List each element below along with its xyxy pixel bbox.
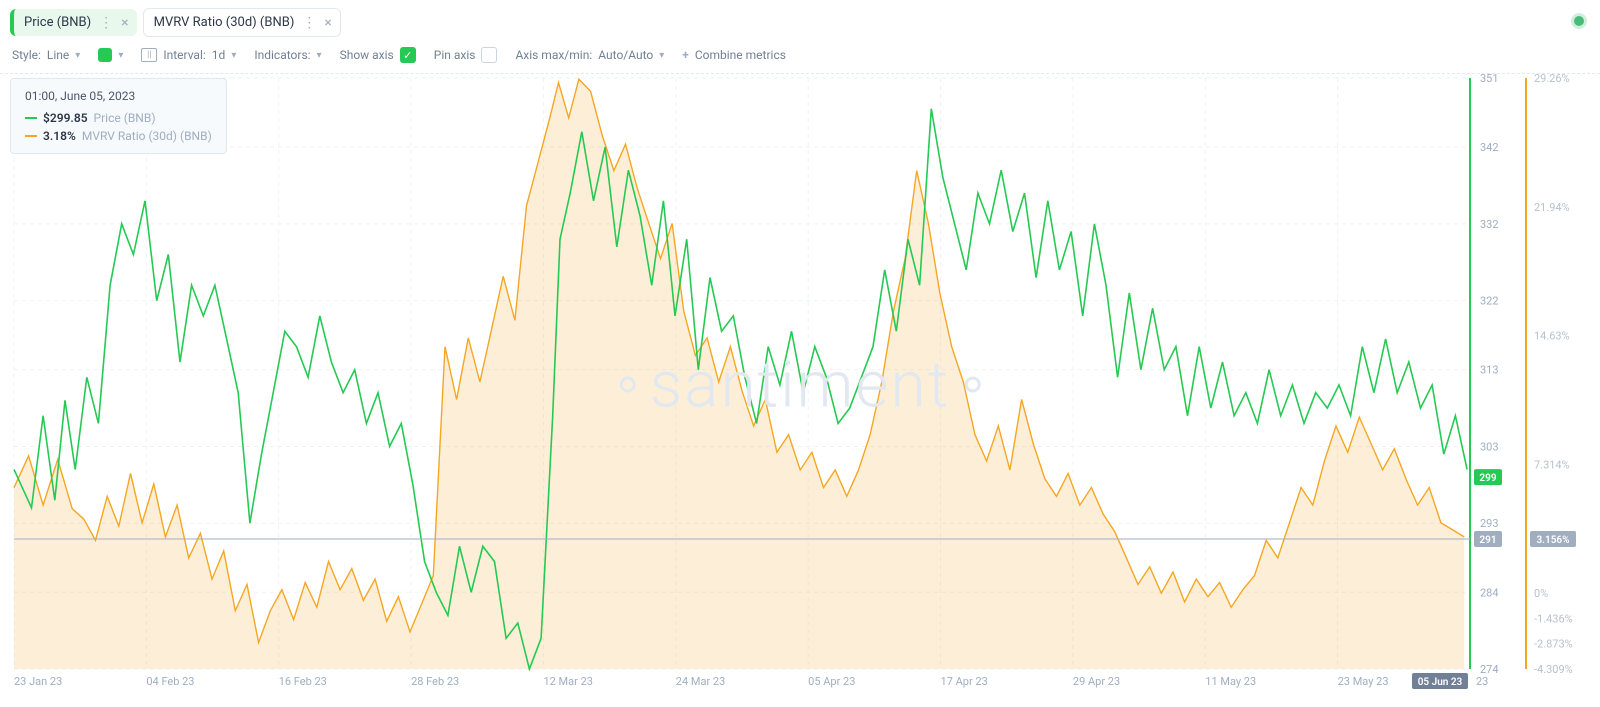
combine-metrics-button[interactable]: + Combine metrics (682, 48, 786, 62)
svg-text:12 Mar 23: 12 Mar 23 (543, 675, 592, 688)
style-value: Line (47, 48, 69, 62)
svg-text:23: 23 (1476, 675, 1488, 688)
svg-text:28 Feb 23: 28 Feb 23 (411, 675, 459, 688)
svg-text:-4.309%: -4.309% (1534, 663, 1573, 676)
axis-minmax-value: Auto/Auto (598, 48, 653, 62)
chart-svg: 23 Jan 23 04 Feb 23 16 Feb 23 28 Feb 23 12 M… (10, 70, 1590, 699)
close-icon[interactable]: × (324, 16, 331, 30)
tooltip-value: 3.18% (43, 129, 76, 143)
more-icon[interactable]: ⋮ (302, 16, 316, 30)
interval-value: 1d (212, 48, 226, 62)
svg-text:299: 299 (1479, 473, 1496, 484)
metric-tabs: Price (BNB) ⋮ × MVRV Ratio (30d) (BNB) ⋮… (0, 0, 1600, 41)
tooltip-datetime: 01:00, June 05, 2023 (25, 89, 212, 103)
tab-label: MVRV Ratio (30d) (BNB) (154, 15, 295, 30)
more-icon[interactable]: ⋮ (99, 16, 113, 30)
series-color-icon (25, 117, 37, 119)
color-selector[interactable]: ▾ (98, 48, 123, 62)
interval-icon: || (141, 48, 157, 62)
svg-text:351: 351 (1480, 72, 1499, 85)
show-axis-label: Show axis (340, 48, 394, 62)
tooltip-row: $299.85 Price (BNB) (25, 111, 212, 125)
tab-price-bnb[interactable]: Price (BNB) ⋮ × (10, 9, 137, 36)
series-color-icon (25, 135, 37, 137)
plus-icon: + (682, 48, 689, 62)
color-chip (98, 48, 112, 62)
chart-area[interactable]: santiment 23 Jan 2304 Feb 2316 Feb 2328 … (10, 70, 1590, 699)
chevron-down-icon: ▾ (231, 50, 236, 61)
chart-tooltip: 01:00, June 05, 2023 $299.85 Price (BNB)… (10, 78, 227, 154)
svg-text:21.94%: 21.94% (1534, 201, 1570, 214)
svg-text:05 Jun 23: 05 Jun 23 (1418, 677, 1463, 688)
chevron-down-icon: ▾ (659, 50, 664, 61)
chevron-down-icon: ▾ (317, 50, 322, 61)
style-selector[interactable]: Style: Line ▾ (12, 48, 80, 62)
svg-text:14.63%: 14.63% (1534, 330, 1570, 343)
close-icon[interactable]: × (121, 16, 128, 30)
show-axis-toggle[interactable]: Show axis ✓ (340, 47, 416, 63)
interval-label: Interval: (163, 48, 205, 62)
svg-text:3.156%: 3.156% (1536, 535, 1569, 546)
svg-text:-1.436%: -1.436% (1534, 612, 1573, 625)
svg-text:29 Apr 23: 29 Apr 23 (1073, 675, 1120, 688)
checkbox-unchecked-icon[interactable] (481, 47, 497, 63)
svg-text:322: 322 (1480, 295, 1499, 308)
tooltip-value: $299.85 (43, 111, 88, 125)
svg-text:23 Jan 23: 23 Jan 23 (14, 675, 62, 688)
svg-text:24 Mar 23: 24 Mar 23 (676, 675, 725, 688)
chevron-down-icon: ▾ (75, 50, 80, 61)
svg-text:05 Apr 23: 05 Apr 23 (808, 675, 855, 688)
axis-minmax-label: Axis max/min: (515, 48, 592, 62)
svg-text:29.26%: 29.26% (1534, 72, 1570, 85)
indicators-selector[interactable]: Indicators: ▾ (254, 48, 321, 62)
svg-text:7.314%: 7.314% (1534, 458, 1570, 471)
tab-mvrv-bnb[interactable]: MVRV Ratio (30d) (BNB) ⋮ × (143, 8, 341, 37)
tooltip-label: MVRV Ratio (30d) (BNB) (82, 129, 212, 143)
svg-text:303: 303 (1480, 440, 1499, 453)
svg-text:16 Feb 23: 16 Feb 23 (279, 675, 327, 688)
tooltip-label: Price (BNB) (94, 111, 156, 125)
pin-axis-toggle[interactable]: Pin axis (434, 47, 498, 63)
status-indicator-icon (1574, 16, 1584, 26)
tooltip-row: 3.18% MVRV Ratio (30d) (BNB) (25, 129, 212, 143)
svg-text:11 May 23: 11 May 23 (1205, 675, 1256, 688)
indicators-label: Indicators: (254, 48, 310, 62)
svg-text:291: 291 (1479, 535, 1496, 546)
svg-text:293: 293 (1480, 517, 1499, 530)
interval-selector[interactable]: || Interval: 1d ▾ (141, 48, 236, 62)
chevron-down-icon: ▾ (118, 50, 123, 61)
pin-axis-label: Pin axis (434, 48, 476, 62)
svg-text:23 May 23: 23 May 23 (1338, 675, 1389, 688)
combine-label: Combine metrics (695, 48, 786, 62)
svg-text:332: 332 (1480, 218, 1499, 231)
svg-text:04 Feb 23: 04 Feb 23 (146, 675, 194, 688)
svg-text:0%: 0% (1534, 587, 1548, 600)
svg-text:17 Apr 23: 17 Apr 23 (941, 675, 988, 688)
svg-text:-2.873%: -2.873% (1534, 638, 1573, 651)
tab-label: Price (BNB) (24, 15, 91, 30)
svg-text:342: 342 (1480, 141, 1499, 154)
svg-text:313: 313 (1480, 364, 1499, 377)
svg-text:284: 284 (1480, 586, 1499, 599)
axis-minmax-selector[interactable]: Axis max/min: Auto/Auto ▾ (515, 48, 664, 62)
checkbox-checked-icon[interactable]: ✓ (400, 47, 416, 63)
style-label: Style: (12, 48, 41, 62)
